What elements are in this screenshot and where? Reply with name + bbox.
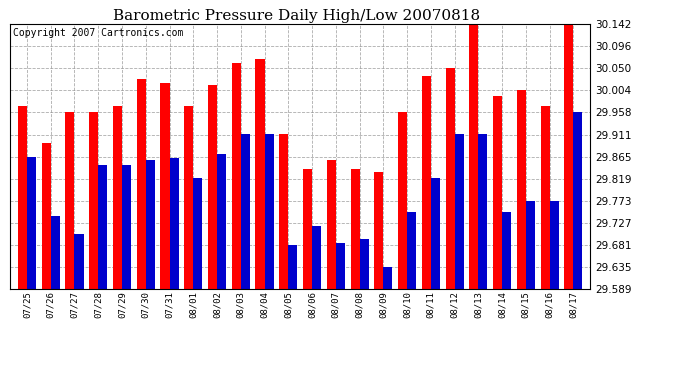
Bar [383, 267, 393, 289]
Bar [75, 234, 83, 289]
Bar [359, 239, 368, 289]
Bar [446, 68, 455, 289]
Bar [279, 134, 288, 289]
Bar [564, 24, 573, 289]
Bar [208, 85, 217, 289]
Bar [51, 216, 60, 289]
Bar [422, 75, 431, 289]
Bar [517, 90, 526, 289]
Bar [264, 134, 273, 289]
Bar [407, 212, 416, 289]
Bar [303, 169, 312, 289]
Bar [161, 83, 170, 289]
Text: Copyright 2007 Cartronics.com: Copyright 2007 Cartronics.com [13, 28, 184, 38]
Bar [18, 106, 27, 289]
Bar [288, 245, 297, 289]
Bar [478, 134, 487, 289]
Bar [549, 201, 559, 289]
Bar [146, 160, 155, 289]
Bar [170, 158, 179, 289]
Bar [431, 178, 440, 289]
Bar [122, 165, 131, 289]
Bar [184, 106, 193, 289]
Bar [526, 201, 535, 289]
Bar [493, 96, 502, 289]
Bar [327, 160, 336, 289]
Bar [573, 112, 582, 289]
Bar [89, 112, 98, 289]
Bar [217, 154, 226, 289]
Bar [540, 106, 549, 289]
Bar [232, 63, 241, 289]
Bar [41, 143, 51, 289]
Bar [98, 165, 107, 289]
Bar [255, 59, 264, 289]
Bar [502, 212, 511, 289]
Bar [398, 112, 407, 289]
Bar [193, 178, 202, 289]
Bar [66, 112, 75, 289]
Text: Barometric Pressure Daily High/Low 20070818: Barometric Pressure Daily High/Low 20070… [113, 9, 480, 23]
Bar [312, 226, 321, 289]
Bar [374, 172, 383, 289]
Bar [241, 134, 250, 289]
Bar [336, 243, 345, 289]
Bar [113, 106, 122, 289]
Bar [469, 24, 478, 289]
Bar [27, 157, 36, 289]
Bar [137, 80, 146, 289]
Bar [455, 134, 464, 289]
Bar [351, 169, 359, 289]
